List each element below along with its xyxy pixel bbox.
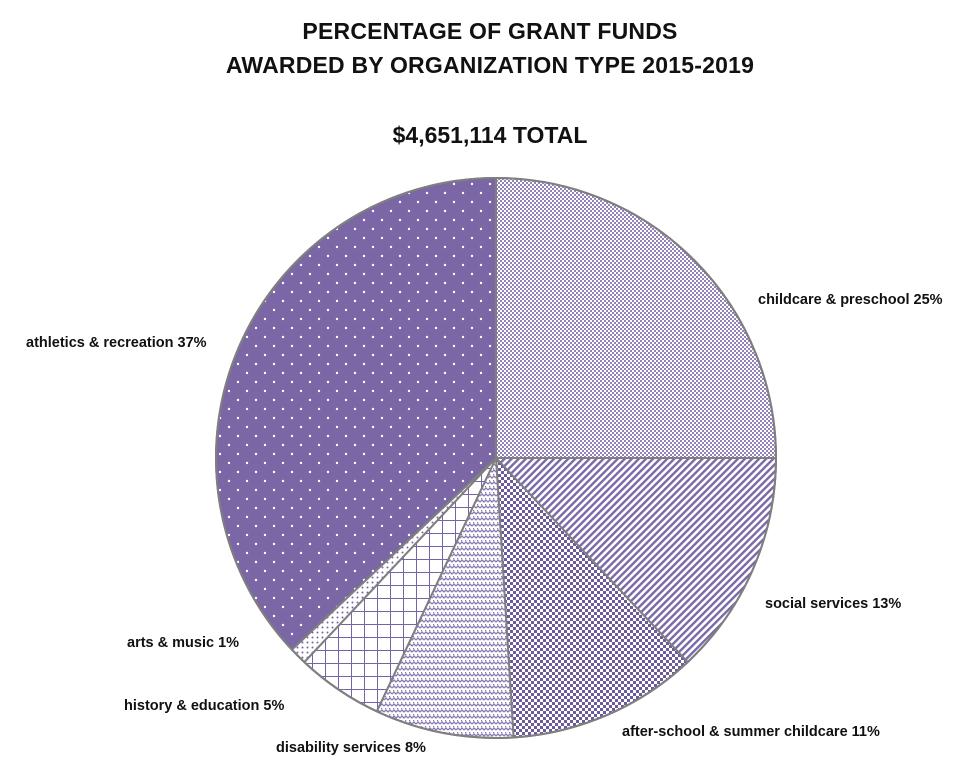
chart-subtitle-total: $4,651,114 TOTAL	[392, 122, 588, 148]
slice-label-5: arts & music 1%	[127, 635, 239, 651]
slice-label-6: athletics & recreation 37%	[26, 335, 207, 351]
chart-title-line-2: AWARDED BY ORGANIZATION TYPE 2015-2019	[225, 52, 755, 78]
pie-outline	[215, 177, 777, 739]
slice-label-1: social services 13%	[765, 596, 901, 612]
slice-label-3: disability services 8%	[276, 740, 426, 756]
slice-label-2: after-school & summer childcare 11%	[622, 724, 880, 740]
slice-label-0: childcare & preschool 25%	[758, 292, 943, 308]
pie-slice-0	[495, 176, 778, 459]
chart-title-line-1: PERCENTAGE OF GRANT FUNDS	[302, 18, 678, 44]
slice-label-4: history & education 5%	[124, 698, 284, 714]
